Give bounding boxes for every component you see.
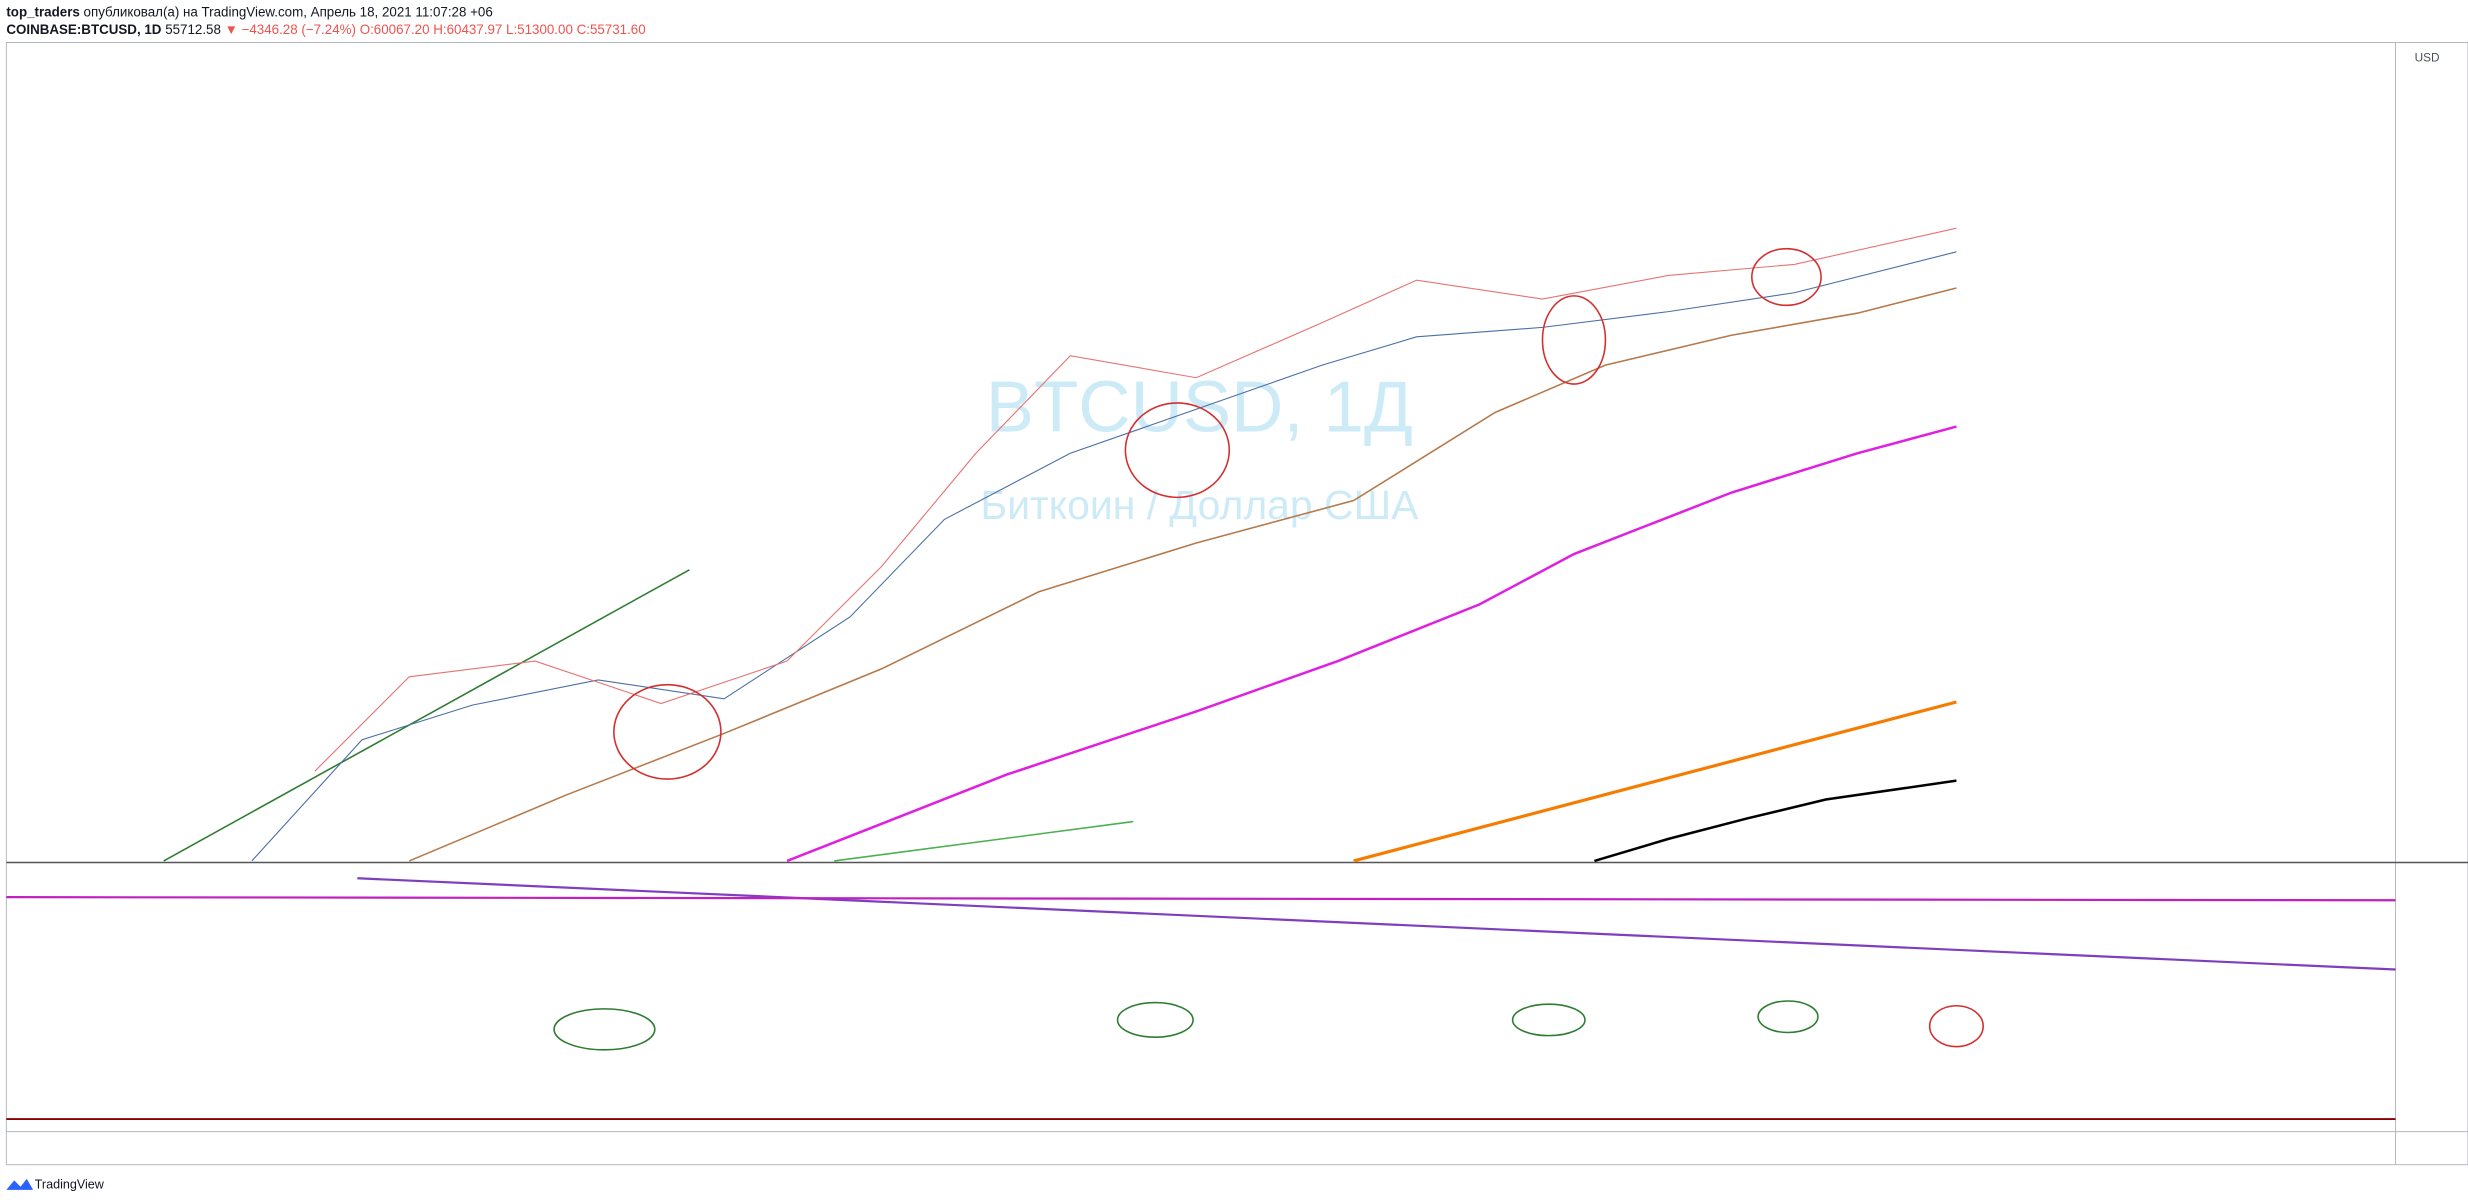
circle — [1116, 1001, 1194, 1038]
circle — [1751, 247, 1822, 307]
circle — [553, 1008, 656, 1051]
header-line-1: top_traders опубликовал(а) на TradingVie… — [6, 4, 492, 19]
header-line-2: COINBASE:BTCUSD, 1D 55712.58 ▼ −4346.28 … — [6, 21, 645, 36]
circle — [613, 683, 722, 780]
circle — [1928, 1004, 1984, 1048]
trend-line — [163, 569, 690, 862]
logo-icon — [6, 1178, 34, 1190]
ma-line — [314, 227, 1957, 772]
ohlc: O:60067.20 H:60437.97 L:51300.00 C:55731… — [360, 21, 646, 36]
ma-line — [408, 287, 1957, 862]
rsi-line — [6, 896, 2396, 902]
trend-line — [834, 820, 1134, 862]
circle — [1511, 1003, 1586, 1037]
ma-200 — [786, 425, 1957, 863]
step-line — [1594, 779, 1957, 863]
circle — [1757, 1000, 1819, 1034]
symbol: COINBASE:BTCUSD, 1D — [6, 21, 161, 36]
rsi-trend-line — [357, 877, 2396, 971]
change: ▼ −4346.28 (−7.24%) — [225, 21, 356, 36]
logo — [6, 1178, 34, 1190]
trend-line — [1353, 700, 1957, 863]
currency: USD — [2415, 50, 2440, 64]
ma-line — [251, 251, 1957, 862]
published: опубликовал(а) на TradingView.com, Апрел… — [84, 4, 493, 19]
user: top_traders — [6, 4, 80, 19]
circle — [1541, 295, 1607, 385]
circle — [1124, 402, 1231, 499]
watermark-subtitle: Биткоин / Доллар США — [980, 482, 1419, 528]
last: 55712.58 — [165, 21, 221, 36]
drawings — [6, 227, 2396, 1120]
footer: TradingView — [35, 1177, 105, 1191]
